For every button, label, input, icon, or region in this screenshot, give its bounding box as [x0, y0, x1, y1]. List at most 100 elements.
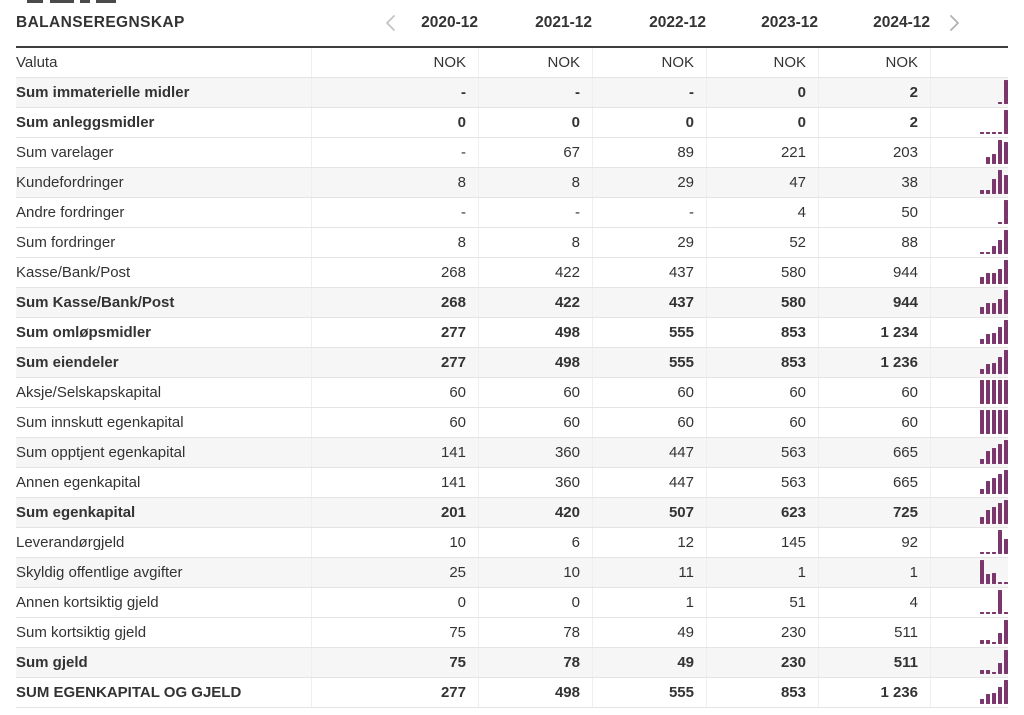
value-cell: -: [311, 138, 478, 167]
table-row: Andre fordringer - - - 4 50: [16, 198, 1008, 228]
row-label-cell: Valuta: [16, 48, 311, 77]
spark-bar: [998, 170, 1002, 194]
row-label-cell: Sum opptjent egenkapital: [16, 438, 311, 467]
spark-bar: [986, 157, 990, 164]
spark-bar: [986, 410, 990, 434]
sparkline-cell: [930, 258, 1008, 287]
spark-bar: [980, 410, 984, 434]
spark-bar: [998, 269, 1002, 284]
row-label-cell: Sum anleggsmidler: [16, 108, 311, 137]
prev-period-button[interactable]: [384, 14, 397, 32]
value-cell: 422: [478, 288, 592, 317]
row-label-cell: Sum egenkapital: [16, 498, 311, 527]
row-label: Sum varelager: [16, 144, 114, 161]
spark-bar: [998, 474, 1002, 494]
value-cell: 725: [818, 498, 930, 527]
value-cell: 555: [592, 348, 706, 377]
value-cell: 29: [592, 168, 706, 197]
value-cell: 50: [818, 198, 930, 227]
value-cell: 360: [478, 438, 592, 467]
value-cell: 268: [311, 258, 478, 287]
table-row: Sum gjeld 75 78 49 230 511: [16, 648, 1008, 678]
spark-bar: [992, 333, 996, 344]
spark-bar: [980, 699, 984, 704]
table-row: Sum anleggsmidler 0 0 0 0 2: [16, 108, 1008, 138]
row-label-cell: Leverandørgjeld: [16, 528, 311, 557]
sparkline-chart: [980, 290, 1008, 314]
spark-bar: [992, 448, 996, 464]
value-cell: NOK: [478, 48, 592, 77]
sparkline-chart: [980, 590, 1008, 614]
sparkline-cell: [930, 468, 1008, 497]
spark-bar: [1004, 320, 1008, 344]
value-cell: 0: [311, 588, 478, 617]
row-label: SUM EGENKAPITAL OG GJELD: [16, 684, 242, 701]
next-period-button[interactable]: [948, 14, 961, 32]
value-cell: -: [592, 198, 706, 227]
value-cell: 60: [592, 378, 706, 407]
spark-bar: [998, 582, 1002, 584]
row-label: Sum omløpsmidler: [16, 324, 152, 341]
sparkline-cell: [930, 78, 1008, 107]
row-label: Aksje/Selskapskapital: [16, 384, 162, 401]
spark-bar: [986, 552, 990, 554]
value-cell: 145: [706, 528, 818, 557]
value-cell: 360: [478, 468, 592, 497]
value-cell: 47: [706, 168, 818, 197]
spark-bar: [992, 573, 996, 584]
sparkline-cell: [930, 588, 1008, 617]
spark-bar: [998, 299, 1002, 314]
value-cell: 10: [311, 528, 478, 557]
row-label-cell: Sum eiendeler: [16, 348, 311, 377]
spark-bar: [1004, 650, 1008, 674]
spark-bar: [998, 132, 1002, 134]
row-label-cell: Annen egenkapital: [16, 468, 311, 497]
row-label-cell: Sum omløpsmidler: [16, 318, 311, 347]
sparkline-chart: [980, 560, 1008, 584]
value-cell: 0: [592, 108, 706, 137]
row-label-cell: SUM EGENKAPITAL OG GJELD: [16, 678, 311, 707]
value-cell: 507: [592, 498, 706, 527]
value-cell: 0: [706, 108, 818, 137]
sparkline-chart: [980, 440, 1008, 464]
spark-bar: [986, 334, 990, 344]
value-cell: 1 236: [818, 348, 930, 377]
value-cell: -: [311, 78, 478, 107]
value-cell: 49: [592, 648, 706, 677]
spark-bar: [980, 612, 984, 614]
spark-bar: [992, 273, 996, 284]
value-cell: NOK: [592, 48, 706, 77]
spark-bar: [998, 410, 1002, 434]
value-cell: 60: [818, 378, 930, 407]
value-cell: 25: [311, 558, 478, 587]
value-cell: 268: [311, 288, 478, 317]
table-row: Kasse/Bank/Post 268 422 437 580 944: [16, 258, 1008, 288]
row-label: Sum gjeld: [16, 654, 88, 671]
spark-bar: [1004, 470, 1008, 494]
table-row: Sum immaterielle midler - - - 0 2: [16, 78, 1008, 108]
spark-bar: [1004, 290, 1008, 314]
table-row: Sum innskutt egenkapital 60 60 60 60 60: [16, 408, 1008, 438]
spark-bar: [986, 190, 990, 194]
spark-bar: [980, 307, 984, 314]
value-cell: 60: [706, 378, 818, 407]
spark-bar: [986, 640, 990, 644]
value-cell: 60: [478, 408, 592, 437]
sparkline-cell: [930, 228, 1008, 257]
spark-bar: [980, 560, 984, 584]
spark-bar: [998, 380, 1002, 404]
value-cell: 563: [706, 468, 818, 497]
value-cell: 52: [706, 228, 818, 257]
spark-bar: [992, 693, 996, 704]
spark-bar: [986, 252, 990, 254]
row-label: Andre fordringer: [16, 204, 125, 221]
spark-bar: [998, 530, 1002, 554]
spark-bar: [980, 670, 984, 674]
value-cell: 511: [818, 648, 930, 677]
sparkline-chart: [980, 620, 1008, 644]
spark-bar: [986, 380, 990, 404]
spark-bar: [992, 246, 996, 254]
value-cell: 88: [818, 228, 930, 257]
table-row: Valuta NOK NOK NOK NOK NOK: [16, 48, 1008, 78]
row-label-cell: Sum varelager: [16, 138, 311, 167]
